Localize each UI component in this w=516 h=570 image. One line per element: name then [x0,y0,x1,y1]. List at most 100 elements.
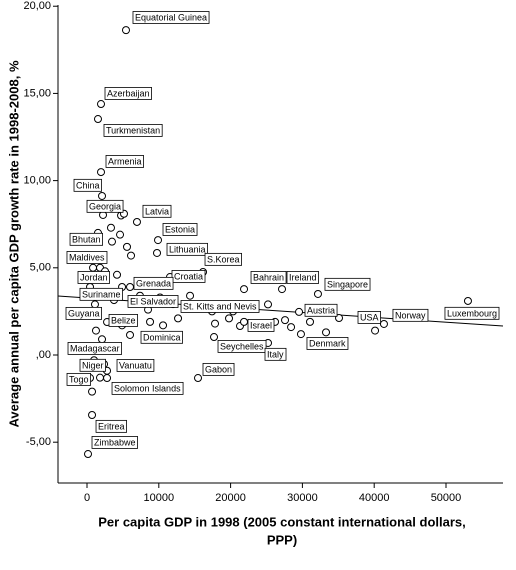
x-tick-label: 50000 [431,492,462,504]
data-point [126,330,135,339]
data-point [97,100,106,109]
point-label-box: Grenada [133,276,174,290]
y-axis-label: Average annual per capita GDP growth rat… [6,60,21,427]
data-point [97,168,106,177]
x-tick-label: 10000 [144,492,175,504]
label-box [166,242,208,256]
label-box [95,419,127,433]
data-point [379,319,388,328]
label-box [286,271,319,284]
point-label-box: El Salvador [127,295,179,308]
point-label-box: Luxembourg [444,306,500,320]
label-box [162,223,198,236]
label-box [304,303,338,317]
point-label: Denmark [309,338,346,348]
data-point [132,217,141,226]
label-box [444,306,500,320]
data-point [113,270,122,279]
label-box [202,362,235,376]
data-point [127,251,136,260]
point-label: Lithuania [169,244,206,254]
point-label: Singapore [327,279,368,289]
data-point [96,373,105,382]
data-point [174,314,183,323]
data-point [154,236,163,245]
point-label: Zimbabwe [94,437,136,447]
label-box [91,436,138,449]
point-label-box: Austria [304,303,338,317]
data-point [90,300,99,309]
label-box [324,277,371,291]
label-box [105,155,144,168]
y-tick-label: ,00 [36,349,51,361]
label-box [217,340,267,353]
point-label-box: Equatorial Guinea [132,11,210,24]
y-tick-label: 15,00 [23,87,51,99]
data-point [295,307,304,316]
point-label: Azerbaijan [107,88,150,98]
point-label-box: Croatia [171,270,206,283]
point-label-box: Solomon Islands [111,381,184,395]
point-label: China [76,180,100,190]
y-tick-label: 10,00 [23,175,51,187]
point-label-box: Latvia [142,204,172,218]
data-point [153,248,162,257]
point-label: Ireland [289,272,317,282]
point-label-box: Vanuatu [116,359,155,372]
point-label-box: Azerbaijan [104,87,152,100]
label-box [392,308,429,322]
point-label: El Salvador [130,296,176,306]
point-label-box: Lithuania [166,242,208,256]
point-label-box: Seychelles [217,340,267,353]
label-box [104,87,152,100]
y-tick-label: 20,00 [23,0,51,12]
point-label-box: Madagascar [67,342,122,355]
label-box [306,337,349,350]
label-box [204,252,242,266]
point-label-box: Ireland [286,271,319,284]
x-axis-label: Per capita GDP in 1998 (2005 constant in… [98,514,466,529]
data-point [225,314,234,323]
data-point [211,319,220,328]
label-box [140,330,183,344]
label-box [67,342,122,355]
point-label-box: Niger [79,358,106,372]
point-label-box: Denmark [306,337,349,350]
label-box [111,381,184,395]
point-label-box: Estonia [162,223,198,236]
data-point [98,191,107,200]
point-label: Jordan [80,272,108,282]
data-point [88,387,97,396]
point-label-box: Dominica [140,330,183,344]
point-label-box: Belize [108,314,138,327]
data-point [296,330,305,339]
y-tick-label: 5,00 [30,262,51,274]
point-label: Eritrea [98,421,125,431]
data-point [264,300,273,309]
data-point [313,289,322,298]
point-label: Madagascar [70,343,120,353]
data-point [240,317,249,326]
point-label-box: Italy [264,347,287,361]
point-label: Dominica [143,332,181,342]
point-label: Norway [395,310,426,320]
point-label-box: China [73,178,102,192]
point-label-box: Armenia [105,155,144,168]
label-box [73,178,102,192]
x-tick-label: 0 [84,492,90,504]
data-point [278,285,287,294]
point-label-box: Eritrea [95,419,127,433]
data-point [306,317,315,326]
point-label-box: Maldives [66,251,108,264]
label-box [66,251,108,264]
data-point [116,230,125,239]
point-label-box: Togo [66,372,91,386]
point-label: Togo [69,374,89,384]
point-label-box: Suriname [79,287,123,301]
label-box [180,300,260,313]
point-label: Maldives [69,252,105,262]
data-point [88,410,97,419]
point-label: Grenada [136,278,171,288]
point-label: Bhutan [72,234,101,244]
point-label: Guyana [68,308,100,318]
